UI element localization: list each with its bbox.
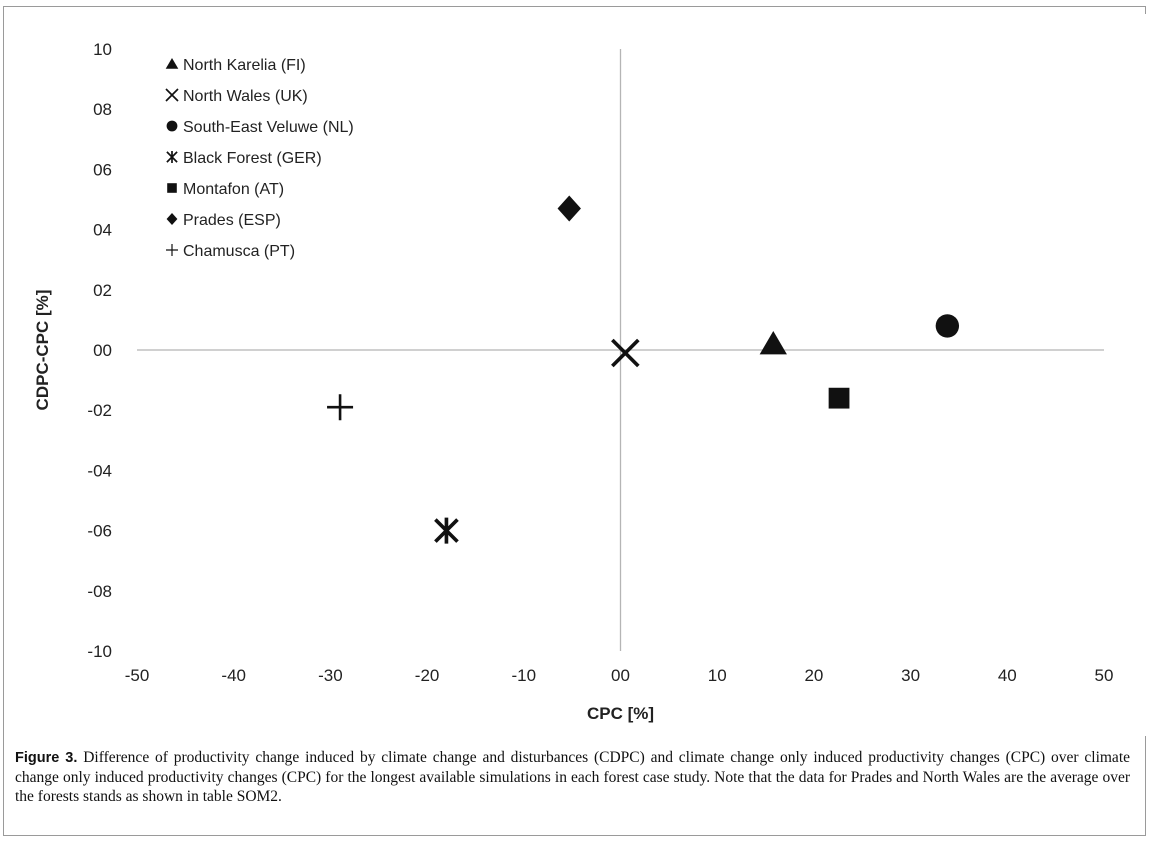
x-tick-label: -30 xyxy=(318,666,343,685)
data-point xyxy=(434,517,459,544)
y-tick-label: -10 xyxy=(87,642,112,661)
y-tick-label: -06 xyxy=(87,522,112,541)
legend-label: Montafon (AT) xyxy=(183,181,284,198)
legend-label: Black Forest (GER) xyxy=(183,150,322,167)
legend-label: Chamusca (PT) xyxy=(183,243,295,260)
asterisk-marker xyxy=(166,151,178,163)
legend: North Karelia (FI) North Wales (UK) South-… xyxy=(165,57,354,260)
x-tick-label: -10 xyxy=(512,666,537,685)
y-axis-title: CDPC-CPC [%] xyxy=(33,290,52,411)
asterisk-marker xyxy=(434,517,459,544)
diamond-marker xyxy=(166,213,178,225)
triangle-marker xyxy=(165,58,179,69)
y-tick-label: 04 xyxy=(93,221,112,240)
legend-label: South-East Veluwe (NL) xyxy=(183,119,354,136)
legend-label: North Karelia (FI) xyxy=(183,57,306,74)
legend-marker xyxy=(165,88,179,102)
diamond-marker xyxy=(557,195,581,222)
square-marker xyxy=(167,183,177,193)
x-tick-label: 20 xyxy=(804,666,823,685)
data-point xyxy=(935,314,960,338)
x-tick-label: -20 xyxy=(415,666,440,685)
data-point xyxy=(828,387,850,409)
y-tick-label: 10 xyxy=(93,40,112,59)
y-tick-label: -02 xyxy=(87,401,112,420)
tick-labels: -50 -40 -30 -20 -10 00 10 20 30 40 50 10 08 06 04 02 00 -… xyxy=(87,40,1113,685)
data-point xyxy=(557,195,581,222)
data-points xyxy=(327,195,960,544)
scatter-chart: -50 -40 -30 -20 -10 00 10 20 30 40 50 10 08 06 04 02 00 -… xyxy=(6,14,1146,736)
legend-marker xyxy=(166,213,178,225)
x-marker xyxy=(611,338,640,368)
legend-marker xyxy=(165,58,179,69)
chart-svg: -50 -40 -30 -20 -10 00 10 20 30 40 50 10 08 06 04 02 00 -… xyxy=(33,40,1113,723)
data-point xyxy=(327,394,354,421)
legend-marker xyxy=(167,183,177,193)
y-tick-label: -04 xyxy=(87,461,112,480)
legend-label: North Wales (UK) xyxy=(183,88,308,105)
data-point xyxy=(611,338,640,368)
caption-text: Difference of productivity change induce… xyxy=(15,749,1131,805)
circle-marker xyxy=(166,120,178,132)
y-tick-label: 02 xyxy=(93,281,112,300)
y-tick-label: 00 xyxy=(93,341,112,360)
figure-label: Figure 3. xyxy=(15,750,78,766)
x-tick-label: 50 xyxy=(1095,666,1114,685)
legend-marker xyxy=(166,151,178,163)
plus-marker xyxy=(166,244,178,256)
x-marker xyxy=(165,88,179,102)
x-tick-label: -50 xyxy=(125,666,150,685)
x-tick-label: -40 xyxy=(221,666,246,685)
y-tick-label: 08 xyxy=(93,100,112,119)
figure-caption: Figure 3. Difference of productivity cha… xyxy=(15,748,1130,806)
legend-label: Prades (ESP) xyxy=(183,212,281,229)
plus-marker xyxy=(327,394,354,421)
x-tick-label: 10 xyxy=(708,666,727,685)
data-point xyxy=(759,330,787,355)
square-marker xyxy=(828,387,850,409)
legend-marker xyxy=(166,244,178,256)
x-tick-label: 30 xyxy=(901,666,920,685)
triangle-marker xyxy=(759,330,787,355)
y-tick-label: -08 xyxy=(87,582,112,601)
x-axis-title: CPC [%] xyxy=(587,704,654,723)
circle-marker xyxy=(935,314,960,338)
x-tick-label: 00 xyxy=(611,666,630,685)
y-tick-label: 06 xyxy=(93,160,112,179)
x-tick-label: 40 xyxy=(998,666,1017,685)
legend-marker xyxy=(166,120,178,132)
